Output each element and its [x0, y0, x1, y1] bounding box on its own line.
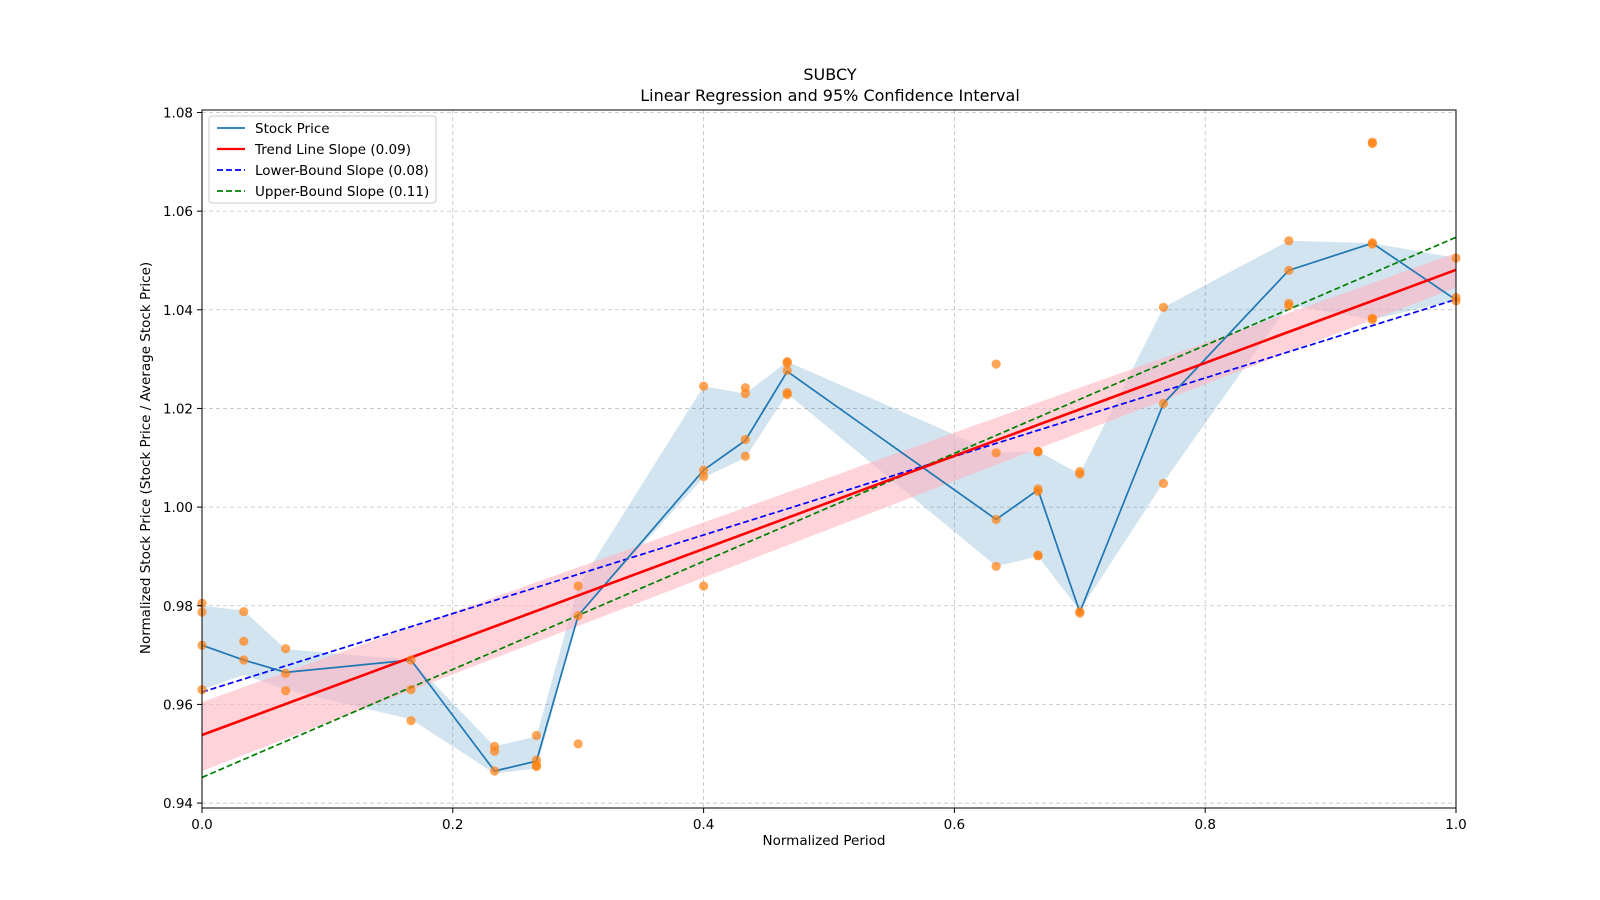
data-point-45 [1033, 551, 1043, 561]
x-tick-label-5: 1.0 [1445, 817, 1466, 833]
data-point-41 [1033, 447, 1043, 457]
trend-confidence-band [202, 253, 1456, 772]
data-point-54 [1284, 265, 1294, 275]
legend-label-trend-line: Trend Line Slope (0.09) [254, 142, 411, 158]
data-point-56 [1284, 301, 1294, 311]
data-point-8 [281, 668, 291, 678]
data-point-53 [1284, 236, 1294, 246]
data-point-28 [740, 389, 750, 399]
y-tick-label-1: 0.96 [163, 697, 193, 713]
data-point-21 [573, 611, 583, 621]
data-point-52 [1158, 478, 1169, 489]
data-point-9 [281, 685, 291, 696]
data-point-62 [1367, 315, 1377, 325]
legend-label-stock-price: Stock Price [255, 121, 330, 137]
confidence-bands [202, 240, 1456, 774]
data-point-6 [239, 655, 249, 665]
data-point-20 [573, 581, 583, 591]
data-point-35 [782, 390, 792, 400]
data-point-33 [782, 365, 792, 376]
scatter-points [197, 137, 1461, 776]
data-point-10 [406, 655, 416, 665]
plot-frame [201, 109, 1457, 809]
data-point-58 [1367, 138, 1377, 149]
legend-label-lower-bound: Lower-Bound Slope (0.08) [255, 163, 429, 179]
y-tick-label-5: 1.04 [163, 303, 193, 319]
data-point-24 [699, 465, 709, 475]
legend: Stock Price Trend Line Slope (0.09) Lowe… [208, 115, 437, 204]
y-tick-label-4: 1.02 [163, 401, 193, 417]
data-point-15 [489, 766, 500, 776]
data-point-23 [699, 381, 709, 391]
data-point-22 [573, 739, 583, 749]
data-point-4 [239, 607, 249, 617]
x-tick-label-4: 0.8 [1194, 817, 1215, 833]
data-point-7 [281, 644, 291, 654]
y-tick-label-6: 1.06 [163, 204, 193, 220]
y-axis-label: Normalized Stock Price (Stock Price / Av… [138, 262, 154, 654]
axes: 0.0 0.2 0.4 0.6 0.8 1.0 0.94 0.96 0.98 1.00 1.02 1.… [163, 105, 1467, 833]
data-point-32 [782, 358, 792, 368]
data-point-36 [991, 359, 1001, 369]
data-point-5 [239, 636, 249, 646]
data-point-30 [740, 451, 750, 461]
x-axis-label: Normalized Period [763, 833, 886, 849]
data-point-51 [1158, 398, 1169, 409]
data-point-37 [991, 448, 1001, 458]
data-point-26 [699, 581, 709, 591]
data-point-60 [1367, 239, 1377, 249]
y-tick-label-0: 0.94 [163, 796, 193, 812]
data-point-11 [406, 685, 416, 695]
x-tick-label-0: 0.0 [191, 817, 212, 833]
data-point-39 [991, 561, 1001, 571]
data-point-12 [406, 716, 416, 726]
data-point-19 [531, 761, 542, 772]
legend-box [208, 115, 437, 204]
data-point-50 [1158, 302, 1169, 312]
chart-title: SUBCY [803, 65, 856, 84]
legend-label-upper-bound: Upper-Bound Slope (0.11) [255, 184, 429, 200]
chart-subtitle: Linear Regression and 95% Confidence Int… [640, 86, 1020, 105]
data-point-16 [531, 730, 542, 741]
x-tick-label-2: 0.4 [693, 817, 714, 833]
data-point-47 [1075, 469, 1085, 479]
data-point-43 [1033, 486, 1043, 496]
data-point-49 [1075, 608, 1085, 618]
data-point-25 [699, 471, 709, 482]
y-tick-label-2: 0.98 [163, 599, 193, 615]
data-point-14 [489, 746, 500, 756]
y-tick-label-3: 1.00 [163, 500, 193, 516]
x-tick-label-3: 0.6 [944, 817, 965, 833]
lower-bound-line [201, 298, 1457, 693]
data-point-38 [991, 514, 1001, 525]
y-tick-label-7: 1.08 [163, 105, 193, 121]
x-tick-label-1: 0.2 [442, 817, 463, 833]
data-point-29 [740, 434, 750, 445]
